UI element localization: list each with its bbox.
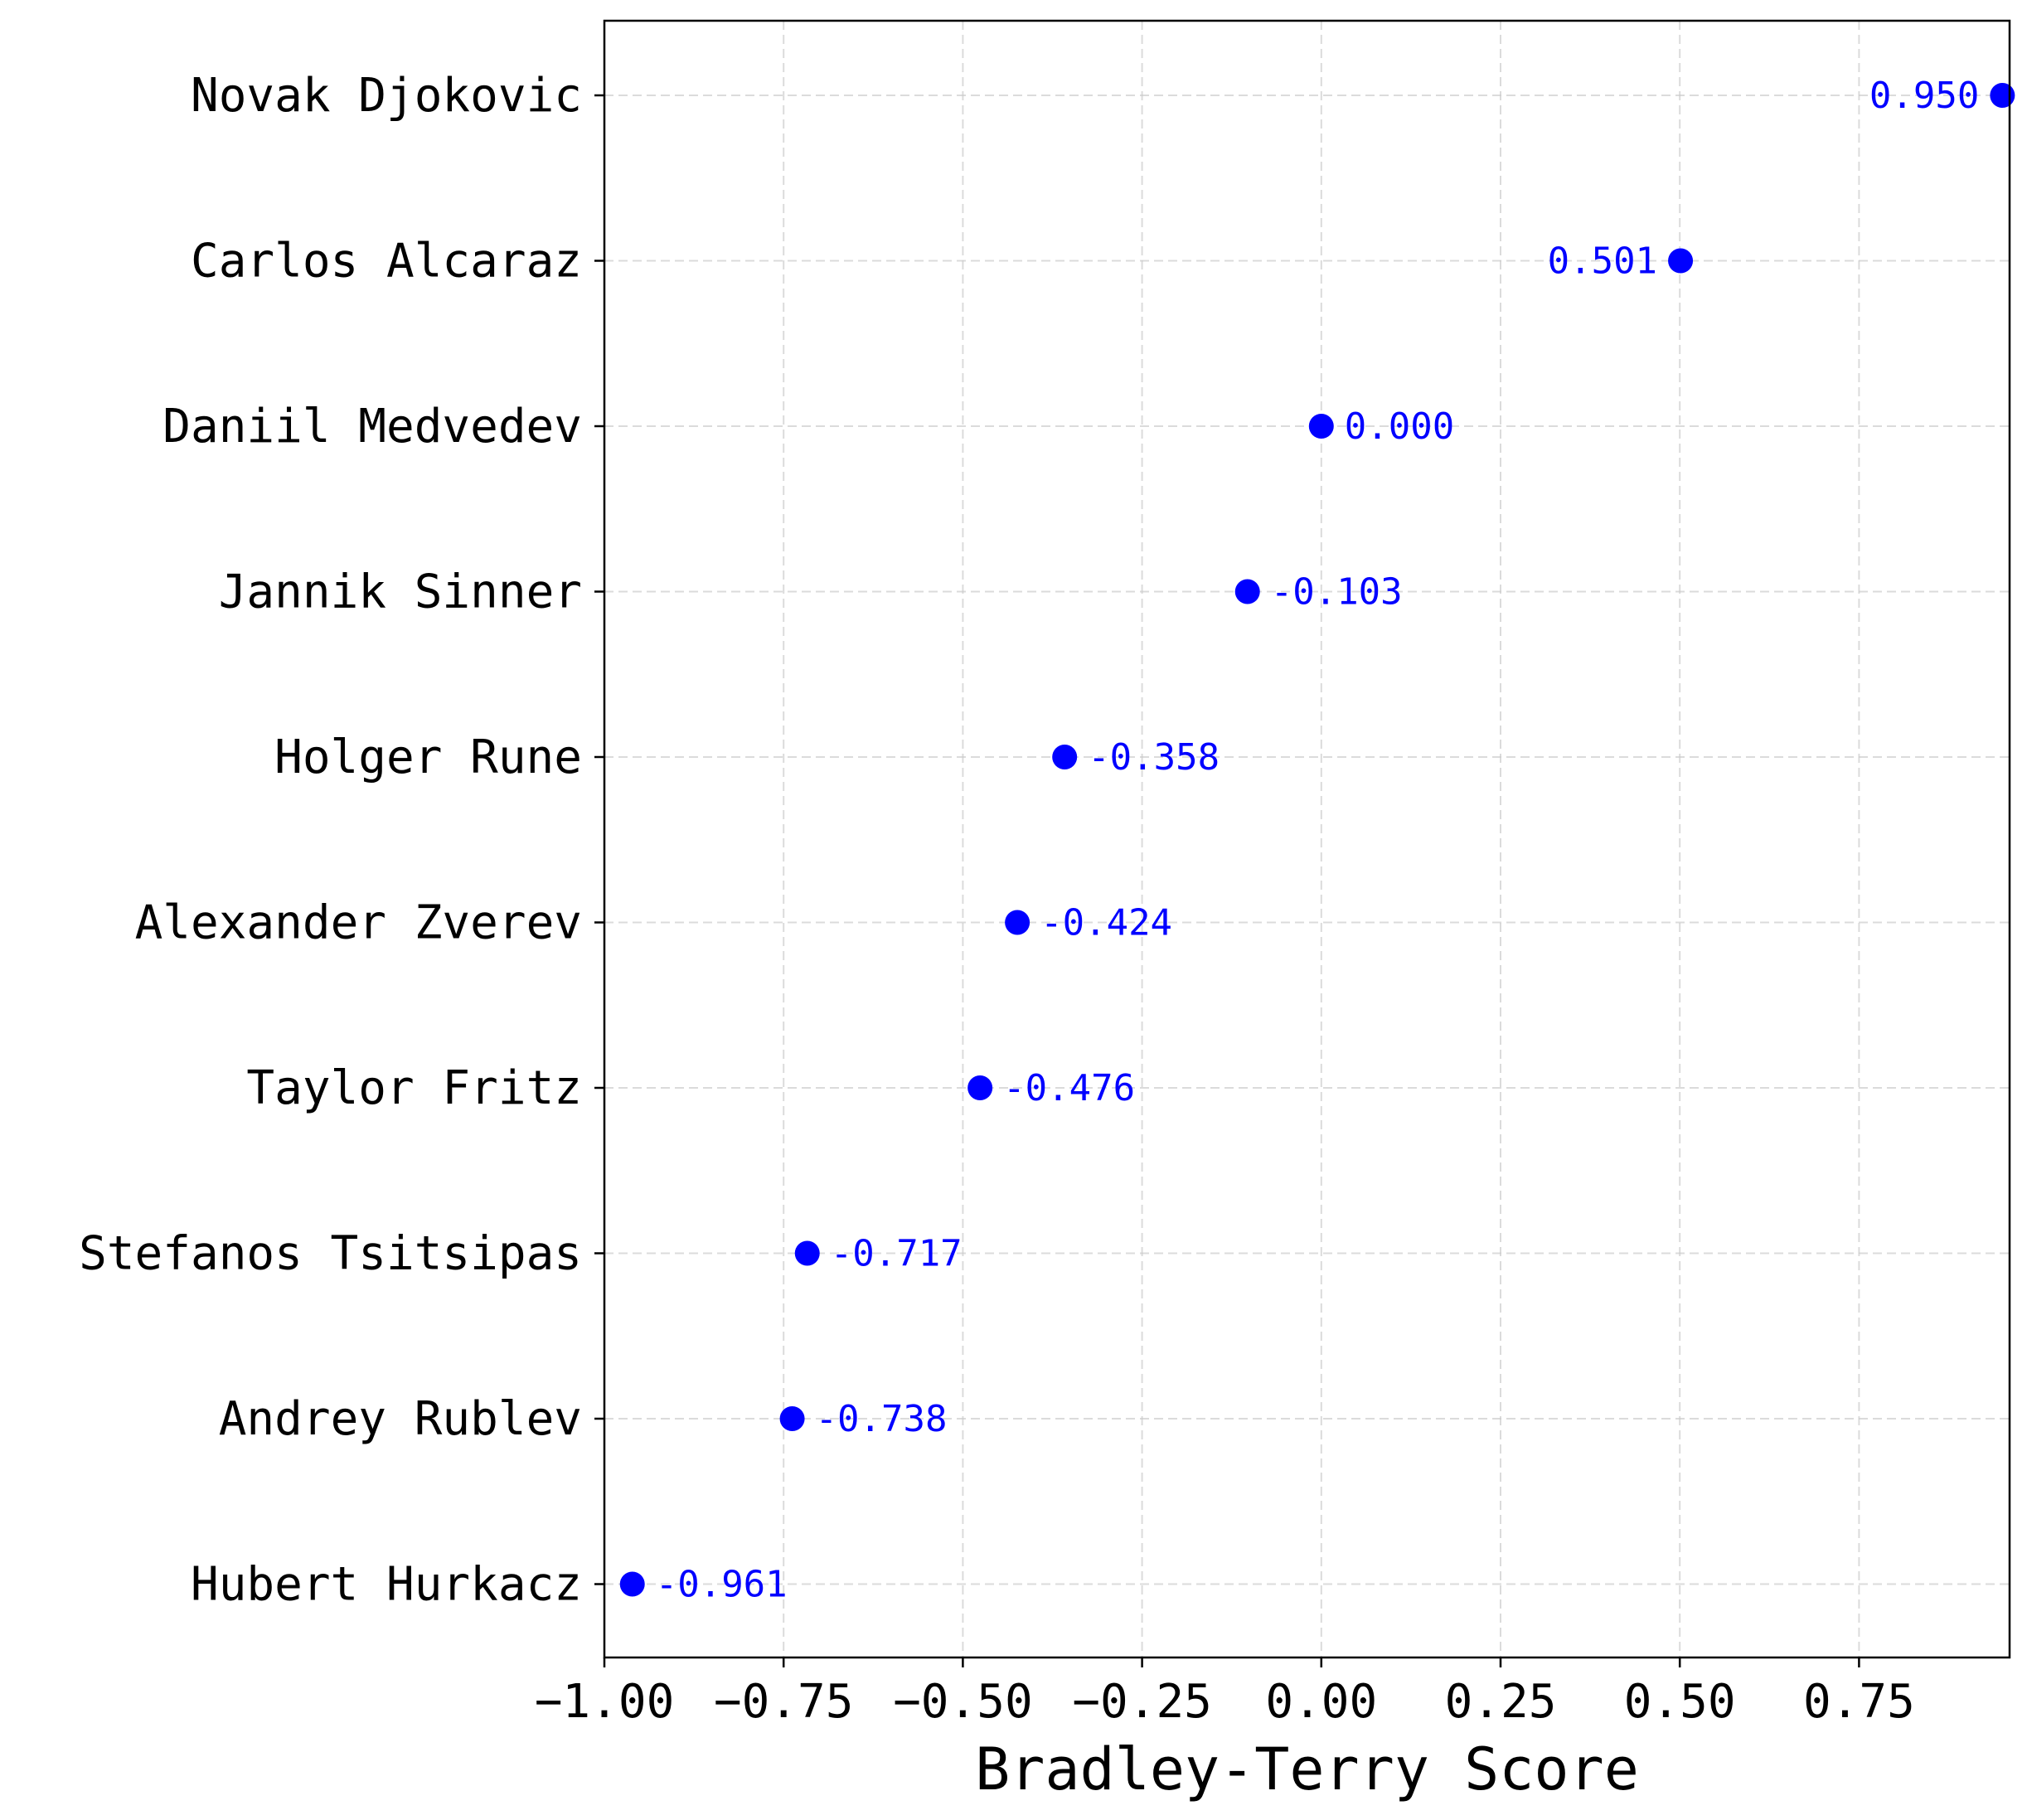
score-value-label: 0.000 [1345, 405, 1454, 448]
score-value-label: -0.358 [1088, 736, 1220, 779]
score-point [1668, 248, 1694, 274]
player-name-label: Taylor Fritz [246, 1061, 582, 1115]
player-name-label: Jannik Sinner [219, 565, 582, 619]
x-tick-label: −0.50 [893, 1675, 1033, 1729]
ticks-layer: −1.00 −0.75 −0.50 −0.25 0.00 0.25 0.50 0.75 Nova… [79, 69, 1915, 1729]
score-point [1052, 745, 1078, 769]
player-name-label: Hubert Hurkacz [191, 1558, 582, 1612]
score-value-label: -0.103 [1271, 571, 1403, 614]
x-tick-label: 0.00 [1265, 1675, 1377, 1729]
grid-layer [604, 21, 2010, 1657]
player-name-label: Novak Djokovic [191, 69, 582, 123]
x-tick-label: 0.75 [1803, 1675, 1915, 1729]
x-tick-label: 0.25 [1445, 1675, 1557, 1729]
x-tick-label: −0.75 [714, 1675, 854, 1729]
player-name-label: Andrey Rublev [219, 1392, 582, 1446]
score-point [779, 1406, 805, 1431]
player-name-label: Holger Rune [274, 730, 582, 784]
score-value-label: -0.476 [1003, 1067, 1135, 1109]
score-point [1308, 414, 1334, 439]
score-point [1005, 910, 1030, 935]
score-point [1234, 579, 1260, 604]
score-point [1990, 83, 2015, 108]
score-value-label: -0.424 [1040, 902, 1172, 944]
score-point [794, 1240, 820, 1266]
player-name-label: Stefanos Tsitsipas [79, 1227, 582, 1281]
x-axis-title: Bradley-Terry Score [975, 1735, 1639, 1803]
x-tick-label: −1.00 [535, 1675, 675, 1729]
score-point [967, 1075, 993, 1100]
labels-layer: 0.950 0.501 0.000 -0.103 -0.358 -0.424 -0.476 -… [656, 75, 1980, 1606]
player-name-label: Carlos Alcaraz [191, 235, 582, 289]
x-tick-label: −0.25 [1072, 1675, 1212, 1729]
points-layer [619, 83, 2015, 1597]
player-name-label: Daniil Medvedev [162, 400, 582, 454]
player-name-label: Alexander Zverev [135, 896, 582, 950]
score-value-label: 0.950 [1869, 75, 1979, 117]
score-value-label: -0.717 [831, 1233, 963, 1275]
score-point [619, 1571, 645, 1597]
x-tick-label: 0.50 [1624, 1675, 1736, 1729]
score-value-label: 0.501 [1548, 240, 1657, 283]
score-value-label: -0.961 [656, 1564, 788, 1606]
score-value-label: -0.738 [816, 1398, 948, 1440]
plot-frame [603, 19, 2011, 1659]
